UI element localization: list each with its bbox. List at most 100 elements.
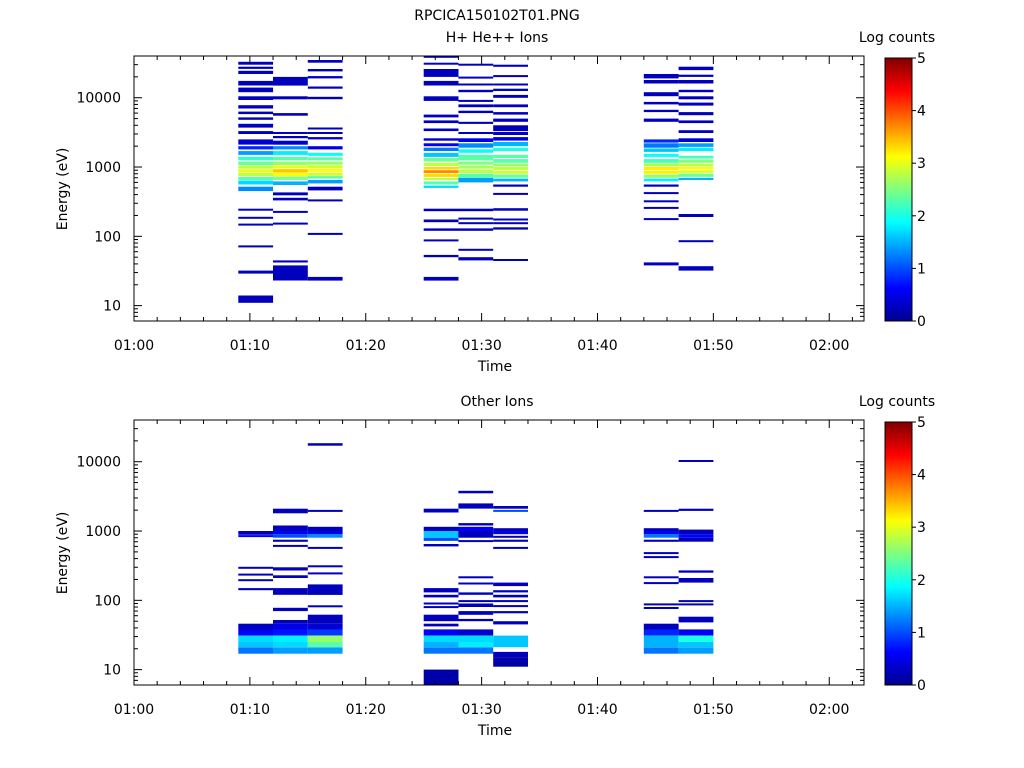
heatmap-cell	[643, 174, 679, 178]
heatmap-cell	[643, 118, 679, 122]
heatmap-cell	[307, 168, 343, 172]
heatmap-cell	[678, 143, 714, 147]
heatmap-cell	[238, 180, 274, 185]
colorbar-tick-label: 1	[917, 625, 926, 641]
heatmap-cell	[493, 137, 528, 141]
heatmap-cell	[493, 104, 528, 108]
axis-ticks	[133, 55, 864, 322]
heatmap-cell	[238, 173, 274, 177]
heatmap-cell	[678, 130, 714, 133]
heatmap-cell	[307, 509, 343, 512]
heatmap-cell	[458, 165, 494, 169]
heatmap-cell	[458, 169, 494, 173]
heatmap-cell	[678, 600, 714, 603]
x-tick-label: 01:00	[114, 338, 154, 354]
heatmap-cell	[423, 254, 459, 258]
heatmap-cell	[643, 642, 679, 648]
colorbar-tick-label: 4	[917, 468, 926, 484]
panel-title: Other Ions	[460, 394, 533, 410]
x-tick-label: 01:10	[230, 702, 270, 718]
y-tick-label: 10000	[76, 91, 121, 107]
x-tick-label: 01:30	[461, 702, 501, 718]
heatmap-cell	[307, 629, 343, 636]
heatmap-cell	[493, 83, 528, 86]
heatmap-cell	[307, 623, 343, 630]
heatmap-cell	[493, 594, 528, 598]
heatmap-cell	[458, 63, 494, 66]
heatmap-cell	[678, 508, 714, 511]
heatmap-cell	[423, 162, 459, 167]
heatmap-cell	[643, 143, 679, 148]
x-tick-label: 02:00	[809, 702, 849, 718]
plot-frame	[133, 419, 865, 686]
x-tick-label: 01:30	[461, 338, 501, 354]
heatmap-cell	[238, 61, 274, 65]
colorbar-tick-label: 2	[917, 573, 926, 589]
heatmap-cell	[493, 506, 528, 509]
heatmap-cell	[423, 594, 459, 598]
heatmap-cell	[273, 197, 308, 201]
heatmap-cell	[423, 158, 459, 162]
heatmap-cell	[273, 181, 308, 185]
heatmap-cell	[273, 156, 308, 161]
heatmap-cell	[643, 552, 679, 555]
heatmap-cell	[423, 526, 459, 531]
heatmap-cell	[678, 537, 714, 542]
heatmap-cell	[458, 132, 494, 134]
heatmap-cell	[643, 576, 679, 579]
heatmap-cell	[423, 208, 459, 212]
heatmap-cell	[678, 214, 714, 217]
heatmap-cell	[273, 140, 308, 145]
heatmap-cell	[643, 170, 679, 174]
heatmap-cell	[643, 139, 679, 143]
heatmap-cell	[423, 152, 459, 157]
heatmap-cell	[458, 208, 494, 212]
heatmap-cell	[423, 642, 459, 648]
heatmap-cell	[458, 635, 494, 643]
heatmap-cell	[273, 635, 308, 643]
heatmap-cell	[273, 176, 308, 180]
heatmap-cell	[307, 127, 343, 130]
heatmap-cell	[273, 575, 308, 578]
colorbar-label: Log counts	[859, 30, 935, 46]
heatmap-cell	[493, 192, 528, 195]
heatmap-cell	[458, 154, 494, 161]
heatmap-cell	[458, 99, 494, 102]
heatmap-cell	[238, 146, 274, 150]
x-axis-label: Time	[477, 723, 512, 739]
heatmap-cell	[678, 570, 714, 573]
x-tick-label: 01:20	[346, 702, 386, 718]
heatmap-cell	[458, 582, 494, 585]
heatmap-cell	[238, 245, 274, 248]
heatmap-cell	[238, 176, 274, 180]
heatmap-cell	[458, 503, 494, 509]
heatmap-cell	[273, 113, 308, 116]
heatmap-cell	[238, 87, 274, 93]
heatmap-cell	[678, 173, 714, 177]
heatmap-cell	[493, 163, 528, 167]
colorbar-tick-label: 5	[917, 415, 926, 431]
heatmap-cell	[493, 147, 528, 151]
heatmap-cell	[678, 96, 714, 100]
heatmap-cell	[307, 534, 343, 538]
heatmap-cell	[458, 110, 494, 114]
heatmap-cell	[493, 657, 528, 667]
heatmap-cell	[458, 647, 494, 654]
heatmap-cell	[307, 642, 343, 648]
heatmap-cell	[307, 647, 343, 654]
heatmap-cell	[493, 159, 528, 163]
heatmap-cell	[643, 159, 679, 163]
heatmap-cell	[273, 525, 308, 531]
heatmap-cell	[423, 588, 459, 593]
heatmap-cell	[493, 170, 528, 174]
y-tick-label: 100	[94, 593, 121, 609]
heatmap-cell	[307, 60, 343, 63]
heatmap-cell	[493, 509, 528, 512]
heatmap-cell	[307, 146, 343, 150]
heatmap-cell	[643, 109, 679, 113]
heatmap-cell	[643, 262, 679, 266]
heatmap-cell	[307, 531, 343, 535]
heatmap-cell	[238, 123, 274, 128]
heatmap-cell	[307, 137, 343, 140]
heatmap-cell	[458, 540, 494, 543]
